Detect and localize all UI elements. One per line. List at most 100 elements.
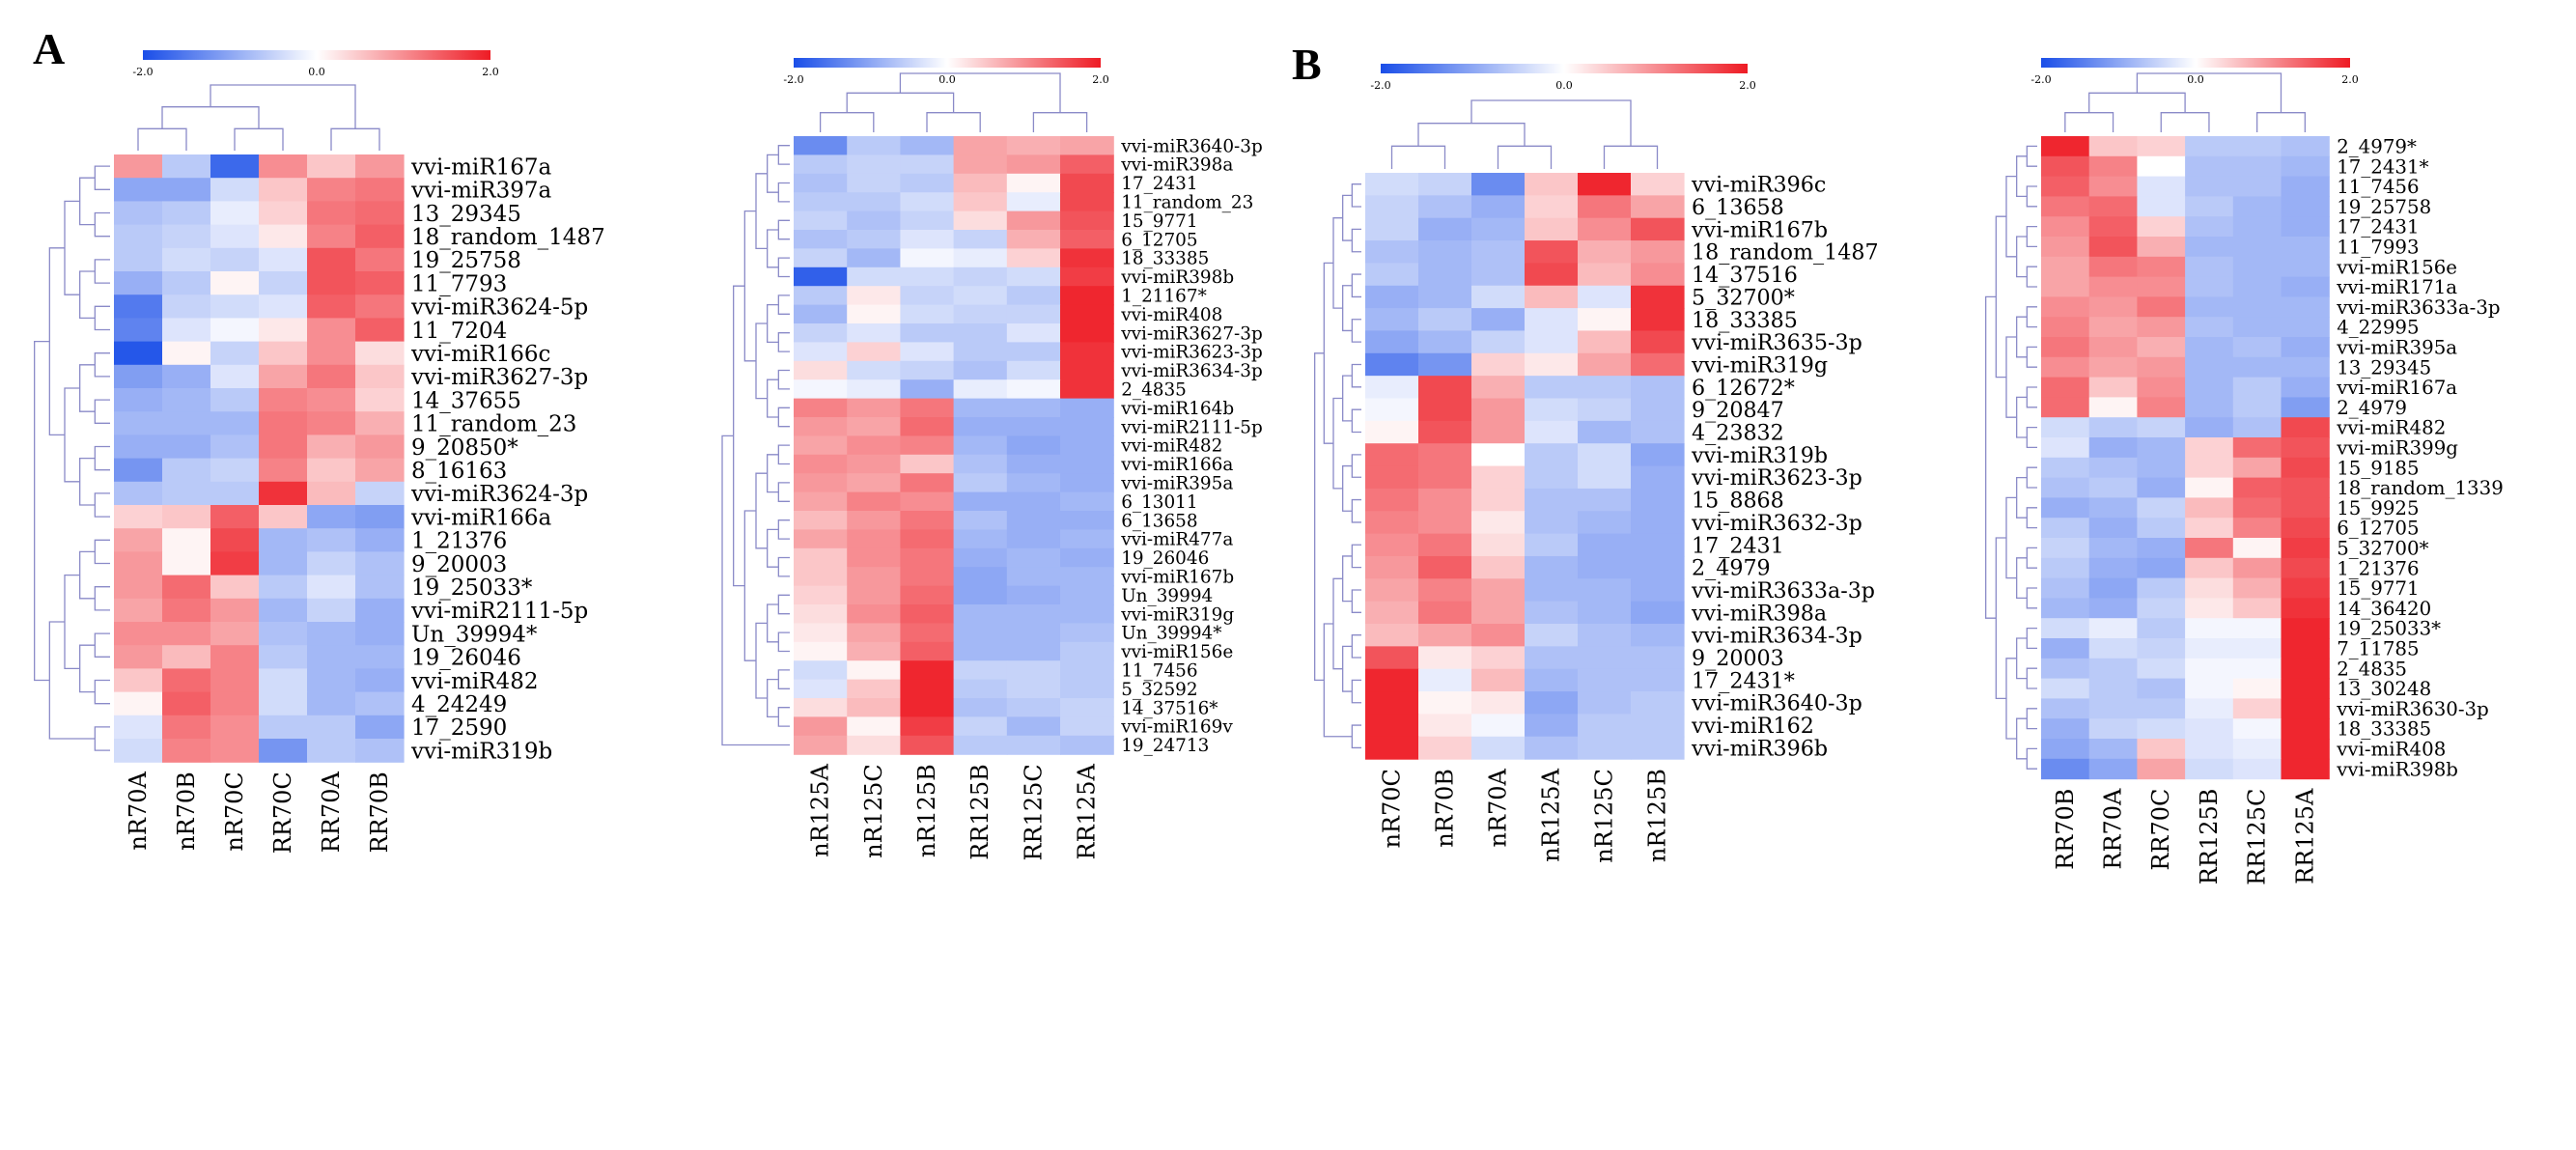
heatmap-cell bbox=[953, 417, 1008, 436]
heatmap-cell bbox=[953, 567, 1008, 587]
heatmap-cell bbox=[1631, 443, 1685, 467]
heatmap-cell bbox=[1418, 601, 1472, 625]
heatmap-cell bbox=[307, 178, 356, 202]
heatmap-cell bbox=[1060, 173, 1114, 193]
heatmap-cell bbox=[2185, 155, 2234, 178]
heatmap-cell bbox=[953, 230, 1008, 249]
row-label: 17_2431 bbox=[1121, 174, 1197, 194]
heatmap-cell bbox=[1578, 240, 1632, 264]
heatmap-cell bbox=[114, 668, 163, 693]
heatmap-cell bbox=[1631, 555, 1685, 579]
row-label: vvi-miR162 bbox=[1691, 714, 1814, 739]
row-dendrogram bbox=[755, 622, 768, 699]
heatmap-cell bbox=[2185, 758, 2234, 780]
row-dendrogram bbox=[721, 435, 790, 746]
heatmap-cell bbox=[1578, 217, 1632, 241]
heatmap-cell bbox=[900, 716, 955, 737]
heatmap-cell bbox=[1631, 511, 1685, 535]
row-label: vvi-miR3623-3p bbox=[1691, 465, 1862, 491]
row-dendrogram bbox=[1342, 194, 1353, 241]
color-key-tick: 0.0 bbox=[308, 66, 325, 78]
heatmap-cell bbox=[2232, 276, 2282, 297]
heatmap-cell bbox=[2232, 296, 2282, 318]
row-label: vvi-miR3633a-3p bbox=[2336, 296, 2500, 319]
heatmap-cell bbox=[2185, 317, 2234, 338]
heatmap-cell bbox=[2281, 317, 2330, 338]
heatmap-cell bbox=[1418, 195, 1472, 219]
heatmap-cell bbox=[1525, 736, 1579, 760]
row-label: 6_12672* bbox=[1692, 376, 1795, 401]
heatmap-cell bbox=[2232, 155, 2282, 178]
row-dendrogram bbox=[94, 211, 110, 238]
row-dendrogram bbox=[1351, 634, 1361, 659]
row-dendrogram bbox=[2016, 155, 2028, 198]
heatmap-cell bbox=[210, 715, 260, 740]
heatmap-cell bbox=[307, 645, 356, 669]
heatmap-cell bbox=[1006, 210, 1061, 231]
row-dendrogram bbox=[777, 332, 790, 352]
row-dendrogram bbox=[2016, 717, 2028, 760]
heatmap-cell bbox=[847, 567, 901, 587]
row-label: vvi-miR397a bbox=[410, 179, 551, 204]
heatmap-cell bbox=[162, 505, 211, 529]
row-dendrogram bbox=[777, 707, 790, 727]
color-key-bar bbox=[143, 50, 490, 60]
heatmap-cell bbox=[794, 417, 848, 436]
heatmap-cell bbox=[114, 224, 163, 249]
heatmap-cell bbox=[2185, 497, 2234, 519]
heatmap-cell bbox=[1525, 691, 1579, 715]
heatmap-cell bbox=[2137, 237, 2186, 258]
heatmap-cell bbox=[259, 622, 308, 646]
row-dendrogram bbox=[2005, 175, 2017, 258]
heatmap-cell bbox=[847, 679, 901, 699]
heatmap-cell bbox=[210, 201, 260, 226]
heatmap-cell bbox=[1060, 286, 1114, 306]
heatmap-cell bbox=[2137, 658, 2186, 680]
row-label: vvi-miR408 bbox=[1120, 305, 1222, 325]
color-key-tick: 0.0 bbox=[938, 73, 956, 86]
heatmap-cell bbox=[259, 224, 308, 249]
heatmap-cell bbox=[1578, 285, 1632, 309]
heatmap-cell bbox=[794, 323, 848, 343]
heatmap-cell bbox=[2041, 136, 2090, 157]
heatmap-cell bbox=[2137, 256, 2186, 278]
heatmap-cell bbox=[953, 585, 1008, 605]
heatmap-cell bbox=[1525, 240, 1579, 264]
heatmap-cell bbox=[307, 435, 356, 460]
heatmap-cell bbox=[2137, 638, 2186, 659]
heatmap-cell bbox=[794, 210, 848, 231]
heatmap-cell bbox=[210, 481, 260, 506]
heatmap-cell bbox=[847, 491, 901, 512]
heatmap-cell bbox=[900, 230, 955, 249]
row-dendrogram bbox=[1351, 589, 1361, 613]
row-dendrogram bbox=[767, 154, 779, 193]
row-dendrogram bbox=[94, 445, 110, 471]
heatmap-cell bbox=[2088, 296, 2138, 318]
heatmap-cell bbox=[900, 136, 955, 155]
heatmap-cell bbox=[953, 529, 1008, 549]
row-label: 5_32592 bbox=[1121, 680, 1197, 700]
heatmap-cell bbox=[1525, 173, 1579, 196]
heatmap-cell bbox=[1578, 420, 1632, 444]
column-label: RR125C bbox=[2244, 789, 2271, 885]
heatmap-cell bbox=[847, 173, 901, 193]
heatmap-cell bbox=[1060, 304, 1114, 324]
row-dendrogram bbox=[767, 379, 779, 418]
heatmap-cell bbox=[900, 342, 955, 362]
heatmap-cell bbox=[847, 716, 901, 737]
heatmap-cell bbox=[1578, 308, 1632, 332]
row-dendrogram bbox=[1351, 183, 1361, 208]
column-label: RR125A bbox=[2291, 788, 2318, 884]
heatmap-cell bbox=[900, 266, 955, 287]
heatmap-cell bbox=[1365, 217, 1419, 241]
heatmap-cell bbox=[2185, 256, 2234, 278]
heatmap-cell bbox=[2137, 276, 2186, 297]
row-dendrogram bbox=[2005, 336, 2017, 418]
row-dendrogram bbox=[777, 257, 790, 278]
heatmap-cell bbox=[1365, 420, 1419, 444]
heatmap-cell bbox=[900, 604, 955, 624]
heatmap-cell bbox=[1418, 420, 1472, 444]
row-label: vvi-miR166a bbox=[1120, 455, 1233, 475]
row-dendrogram bbox=[34, 340, 50, 682]
heatmap-cell bbox=[1631, 465, 1685, 490]
